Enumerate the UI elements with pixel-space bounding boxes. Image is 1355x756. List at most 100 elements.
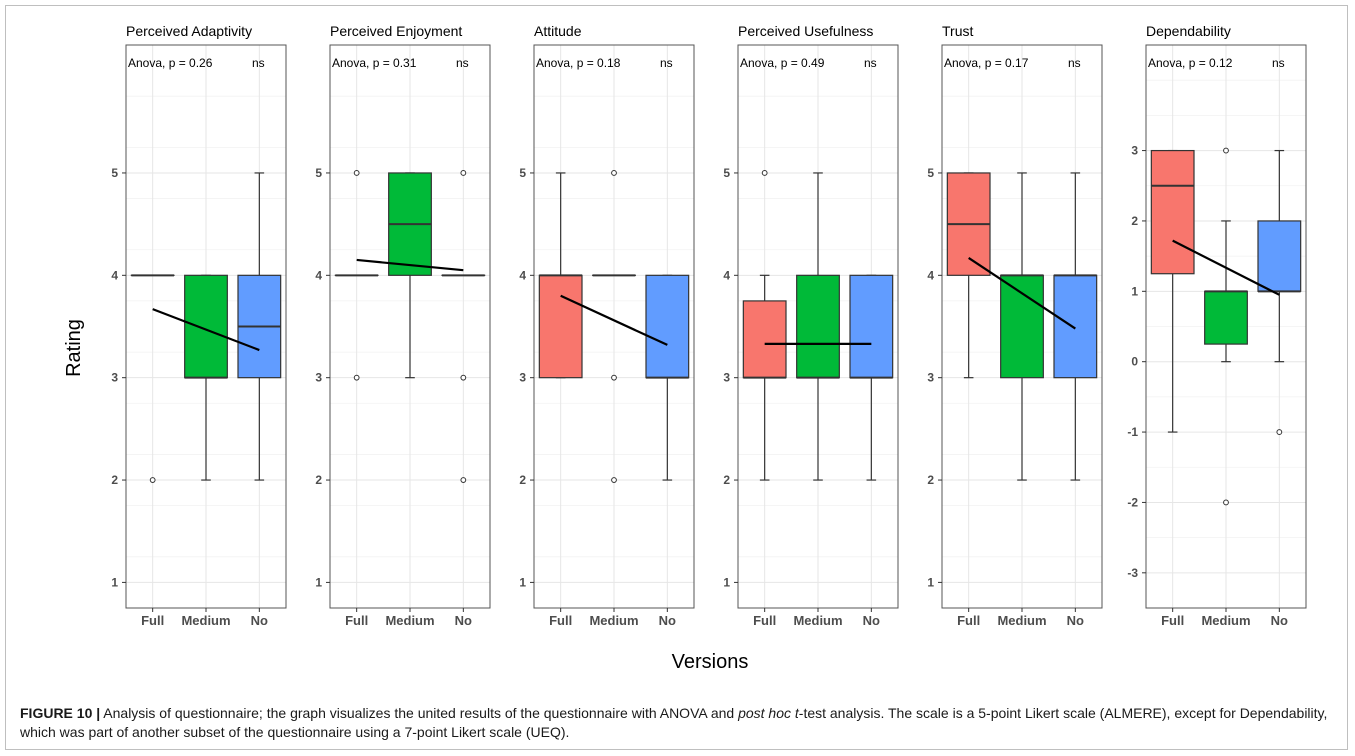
outlier-point: [149, 477, 156, 483]
x-tick-label: No: [863, 613, 880, 628]
outlier-point: [353, 374, 360, 381]
significance-label: ns: [456, 56, 469, 70]
y-tick-label: -3: [1127, 566, 1138, 580]
mean-trend-line: [968, 256, 1076, 330]
x-tick-label: Full: [141, 613, 164, 628]
y-tick-label: 4: [519, 268, 526, 282]
figure-caption: FIGURE 10 | Analysis of questionnaire; t…: [20, 704, 1340, 742]
anova-annotation: Anova, p = 0.12: [1148, 56, 1233, 70]
y-tick-label: 5: [519, 166, 526, 180]
box-full: [742, 300, 787, 379]
x-tick-label: Medium: [997, 613, 1046, 628]
x-tick-label: No: [1271, 613, 1288, 628]
box-medium: [1000, 274, 1044, 379]
outlier-point: [611, 170, 617, 176]
caption-label: FIGURE 10 |: [20, 705, 101, 721]
y-tick-label: 3: [927, 371, 934, 385]
outlier-point: [460, 477, 467, 483]
box-full: [538, 274, 583, 379]
outlier-point: [460, 374, 467, 381]
x-tick-label: No: [1067, 613, 1084, 628]
box-medium: [184, 274, 228, 379]
y-tick-label: 4: [315, 268, 322, 282]
y-tick-label: -1: [1127, 425, 1138, 439]
panel-title: Dependability: [1146, 23, 1231, 39]
x-tick-label: Medium: [589, 613, 638, 628]
outlier-point: [611, 477, 617, 483]
y-tick-label: 5: [315, 166, 322, 180]
y-tick-label: 4: [723, 268, 730, 282]
figure-border: [5, 5, 1348, 750]
panel-title: Perceived Adaptivity: [126, 23, 252, 39]
significance-label: ns: [660, 56, 673, 70]
outlier-point: [611, 374, 617, 381]
x-tick-label: No: [251, 613, 268, 628]
x-tick-label: Full: [1161, 613, 1184, 628]
mean-trend-line: [1172, 239, 1280, 296]
x-tick-label: No: [659, 613, 676, 628]
outlier-point: [460, 170, 467, 176]
significance-label: ns: [864, 56, 877, 70]
outlier-point: [353, 170, 360, 176]
y-tick-label: 4: [927, 268, 934, 282]
y-tick-label: 1: [111, 575, 118, 589]
y-tick-label: 1: [1131, 284, 1138, 298]
panel-title: Perceived Enjoyment: [330, 23, 462, 39]
caption-text-1: Analysis of questionnaire; the graph vis…: [100, 705, 739, 721]
x-tick-label: Full: [753, 613, 776, 628]
anova-annotation: Anova, p = 0.31: [332, 56, 417, 70]
anova-annotation: Anova, p = 0.49: [740, 56, 825, 70]
y-tick-label: 2: [315, 473, 322, 487]
y-tick-label: 5: [927, 166, 934, 180]
x-tick-label: No: [455, 613, 472, 628]
x-tick-label: Medium: [385, 613, 434, 628]
x-tick-label: Full: [549, 613, 572, 628]
y-tick-label: 1: [723, 575, 730, 589]
y-axis-title: Rating: [63, 319, 85, 377]
y-tick-label: 2: [519, 473, 526, 487]
y-tick-label: 2: [927, 473, 934, 487]
box-medium: [796, 274, 840, 379]
box-medium: [1204, 290, 1248, 345]
mean-trend-line: [356, 258, 464, 272]
y-tick-label: 5: [111, 166, 118, 180]
panel-title: Perceived Usefulness: [738, 23, 873, 39]
y-tick-label: 3: [111, 371, 118, 385]
anova-annotation: Anova, p = 0.18: [536, 56, 621, 70]
box-no: [1257, 220, 1302, 292]
y-tick-label: 1: [315, 575, 322, 589]
box-no: [1053, 274, 1098, 379]
outlier-point: [1276, 429, 1283, 435]
box-no: [849, 274, 894, 379]
x-tick-label: Medium: [1201, 613, 1250, 628]
mean-trend-line: [560, 294, 668, 346]
outlier-point: [1223, 499, 1229, 506]
y-tick-label: 3: [315, 371, 322, 385]
y-tick-label: -2: [1127, 495, 1138, 509]
x-tick-label: Full: [957, 613, 980, 628]
significance-label: ns: [1272, 56, 1285, 70]
x-tick-label: Medium: [793, 613, 842, 628]
box-no: [645, 274, 690, 379]
significance-label: ns: [252, 56, 265, 70]
y-tick-label: 3: [1131, 144, 1138, 158]
y-tick-label: 1: [927, 575, 934, 589]
x-tick-label: Medium: [181, 613, 230, 628]
y-tick-label: 0: [1131, 355, 1138, 369]
x-axis-title: Versions: [672, 651, 749, 673]
significance-label: ns: [1068, 56, 1081, 70]
box-full: [1150, 149, 1195, 275]
anova-annotation: Anova, p = 0.17: [944, 56, 1029, 70]
panel-title: Trust: [942, 23, 973, 39]
y-tick-label: 2: [111, 473, 118, 487]
y-tick-label: 3: [723, 371, 730, 385]
y-tick-label: 5: [723, 166, 730, 180]
y-tick-label: 1: [519, 575, 526, 589]
y-tick-label: 2: [1131, 214, 1138, 228]
caption-text-2: -test analysis. The scale is a 5-point L…: [20, 705, 1328, 740]
x-tick-label: Full: [345, 613, 368, 628]
outlier-point: [1223, 147, 1229, 154]
caption-italic: post hoc t: [738, 705, 799, 721]
y-tick-label: 3: [519, 371, 526, 385]
